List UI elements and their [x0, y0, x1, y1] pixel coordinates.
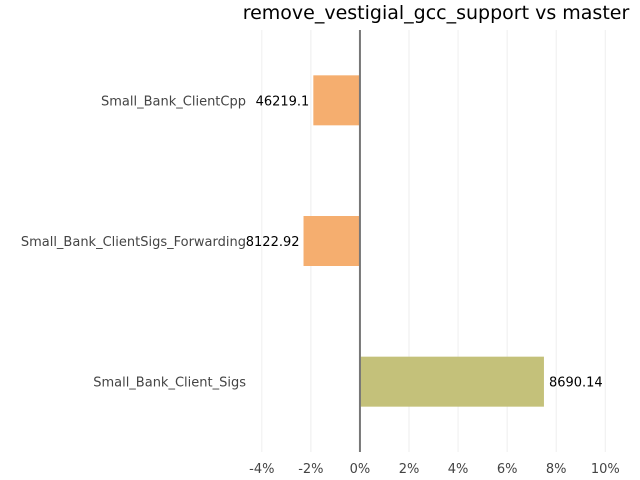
bar: [359, 356, 544, 407]
category-label: Small_Bank_ClientSigs_Forwarding: [21, 235, 246, 250]
category-label: Small_Bank_ClientCpp: [101, 94, 246, 109]
bar: [313, 75, 360, 126]
x-tick-label: 10%: [591, 462, 620, 477]
data-label: 8690.14: [549, 376, 603, 391]
data-label: 8122.92: [246, 235, 300, 250]
x-tick-label: 4%: [448, 462, 469, 477]
x-tick-label: 2%: [399, 462, 420, 477]
x-tick-label: 6%: [497, 462, 518, 477]
category-label: Small_Bank_Client_Sigs: [93, 376, 246, 391]
x-tick-label: -4%: [249, 462, 274, 477]
x-tick-label: 8%: [546, 462, 567, 477]
x-tick-label: -2%: [298, 462, 323, 477]
chart-title: remove_vestigial_gcc_support vs master: [243, 2, 630, 24]
data-label: 46219.1: [256, 94, 310, 109]
bars: [303, 75, 544, 407]
labels: -4% -2% 0% 2% 4% 6% 8% 10% Small_Bank_ClientCpp 4…: [21, 94, 620, 477]
x-tick-label: 0%: [350, 462, 371, 477]
bar: [303, 216, 360, 266]
